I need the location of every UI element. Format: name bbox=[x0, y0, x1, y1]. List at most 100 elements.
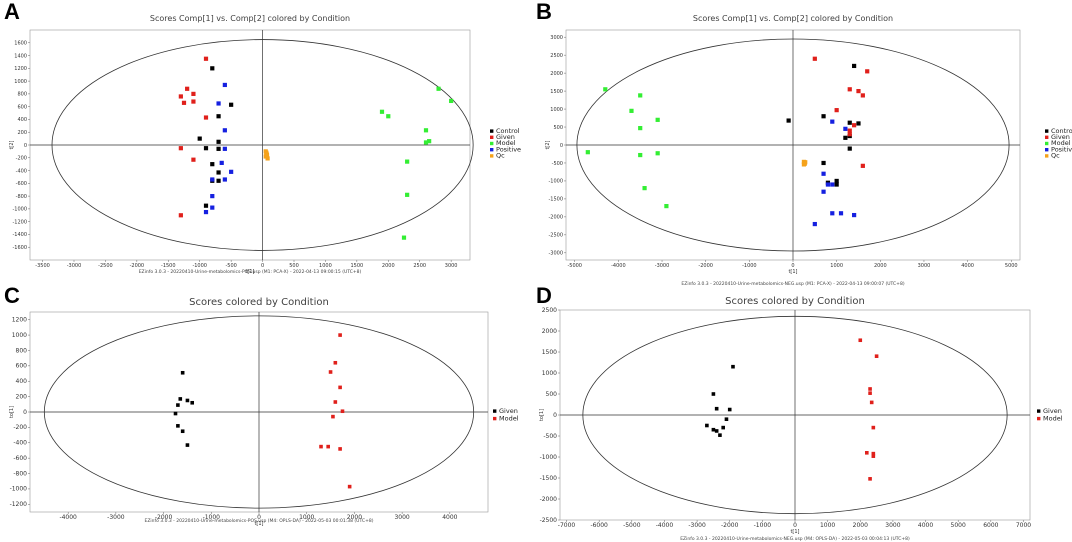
y-axis-label: t[2] bbox=[545, 140, 551, 149]
data-point-given bbox=[860, 163, 865, 168]
legend-swatch bbox=[1037, 409, 1041, 413]
legend-label: Given bbox=[1043, 407, 1062, 415]
data-point-positive bbox=[203, 209, 209, 215]
data-point-model bbox=[585, 150, 590, 155]
x-tick-label: -2000 bbox=[130, 263, 145, 269]
data-point-model bbox=[423, 128, 429, 133]
chart-panel-d: Scores colored by Condition -7000 -6000 -50… bbox=[539, 296, 1063, 542]
data-point-control bbox=[786, 118, 791, 123]
y-tick-label: -500 bbox=[543, 433, 557, 440]
x-tick-label: -1500 bbox=[161, 263, 176, 269]
x-tick-label: 2500 bbox=[413, 263, 426, 269]
y-tick-label: 1200 bbox=[12, 316, 27, 323]
chart-panel-a: Scores Comp[1] vs. Comp[2] colored by Co… bbox=[9, 14, 521, 275]
data-point-control bbox=[821, 114, 826, 119]
x-axis-label: t[1] bbox=[245, 269, 254, 275]
legend-label: Control bbox=[1051, 127, 1072, 135]
chart-panel-c: Scores colored by Condition-4000 -3000 -20… bbox=[9, 297, 519, 527]
x-tick-label: 1000 bbox=[299, 514, 314, 521]
data-point-given bbox=[178, 94, 183, 99]
y-tick-label: 1500 bbox=[542, 349, 557, 356]
data-point-model bbox=[629, 108, 634, 113]
chart-footer: EZinfo 3.0.3 - 20220410-Urine-metabolomi… bbox=[680, 536, 910, 542]
x-tick-label: -2000 bbox=[698, 263, 713, 269]
legend-label: Positive bbox=[1051, 145, 1072, 153]
y-tick-label: 800 bbox=[16, 347, 28, 354]
panel-label-d: D bbox=[536, 283, 552, 308]
y-tick-label: -400 bbox=[13, 440, 27, 447]
y-axis-label: to[1] bbox=[539, 409, 545, 421]
data-point-model bbox=[338, 385, 342, 390]
y-tick-label: -500 bbox=[552, 161, 563, 167]
y-tick-label: 2500 bbox=[550, 53, 563, 59]
data-point-given bbox=[191, 157, 196, 162]
y-tick-label: -1000 bbox=[540, 454, 558, 461]
data-point-control bbox=[197, 136, 202, 141]
data-point-model bbox=[655, 151, 660, 156]
chart-title: Scores Comp[1] vs. Comp[2] colored by Co… bbox=[693, 14, 893, 23]
hotelling-ellipse bbox=[43, 315, 475, 509]
series-control bbox=[197, 66, 234, 208]
y-axis-label: to[1] bbox=[9, 406, 15, 418]
y-tick-label: 1500 bbox=[550, 89, 563, 95]
series-given bbox=[178, 56, 209, 218]
data-point-control bbox=[203, 203, 209, 208]
data-point-given bbox=[714, 429, 719, 433]
y-tick-label: -3000 bbox=[548, 251, 563, 257]
y-tick-label: -800 bbox=[16, 194, 27, 200]
data-point-given bbox=[178, 213, 183, 218]
y-tick-label: -1600 bbox=[12, 245, 27, 251]
series-control bbox=[786, 63, 861, 187]
data-point-model bbox=[423, 140, 429, 145]
panel-label-c: C bbox=[4, 283, 20, 308]
x-tick-label: -4000 bbox=[59, 514, 77, 521]
legend-swatch bbox=[493, 416, 497, 421]
data-point-positive bbox=[222, 177, 227, 182]
x-tick-label: -2500 bbox=[98, 263, 113, 269]
y-tick-label: 2000 bbox=[550, 71, 563, 77]
panel-label-a: A bbox=[4, 0, 20, 24]
data-point-model bbox=[869, 400, 874, 405]
data-point-positive bbox=[222, 128, 227, 133]
y-tick-label: -1000 bbox=[12, 207, 27, 213]
y-tick-label: -400 bbox=[16, 168, 27, 174]
y-tick-label: 400 bbox=[17, 117, 27, 123]
x-tick-label: 2000 bbox=[853, 522, 868, 529]
data-point-given bbox=[834, 108, 839, 113]
data-point-model bbox=[865, 451, 869, 455]
series-positive bbox=[812, 119, 857, 227]
y-tick-label: 400 bbox=[16, 378, 28, 385]
x-axis-label: t[1] bbox=[254, 521, 263, 527]
data-point-positive bbox=[830, 119, 835, 124]
data-point-positive bbox=[210, 194, 215, 199]
data-point-model bbox=[436, 86, 441, 91]
data-point-given bbox=[711, 427, 716, 432]
x-tick-label: 1500 bbox=[350, 263, 363, 269]
data-point-positive bbox=[852, 212, 857, 218]
y-tick-label: -1200 bbox=[12, 219, 27, 225]
y-tick-label: -200 bbox=[16, 156, 27, 162]
data-point-given bbox=[847, 87, 852, 92]
data-point-model bbox=[338, 333, 342, 337]
y-tick-label: -2000 bbox=[540, 496, 558, 503]
data-point-given bbox=[178, 146, 183, 151]
y-axis-label: t[2] bbox=[9, 140, 15, 149]
data-point-model bbox=[328, 370, 333, 374]
data-point-positive bbox=[229, 169, 234, 174]
x-tick-label: -5000 bbox=[623, 522, 641, 529]
y-tick-label: -1000 bbox=[548, 179, 563, 185]
data-point-control bbox=[856, 121, 861, 126]
data-point-given bbox=[865, 69, 870, 74]
data-point-given bbox=[731, 364, 735, 369]
chart-footer: EZinfo 3.0.3 - 20220410-Urine-metabolomi… bbox=[139, 269, 362, 275]
series-given bbox=[812, 56, 870, 168]
x-tick-label: -3500 bbox=[35, 263, 50, 269]
legend-swatch bbox=[493, 409, 497, 413]
data-point-control bbox=[834, 182, 839, 187]
data-point-positive bbox=[821, 171, 826, 176]
data-point-given bbox=[190, 400, 195, 405]
y-tick-label: 1200 bbox=[14, 66, 27, 72]
y-tick-label: 1600 bbox=[14, 41, 27, 47]
legend-label: Positive bbox=[496, 145, 521, 153]
y-tick-label: -200 bbox=[13, 424, 27, 431]
